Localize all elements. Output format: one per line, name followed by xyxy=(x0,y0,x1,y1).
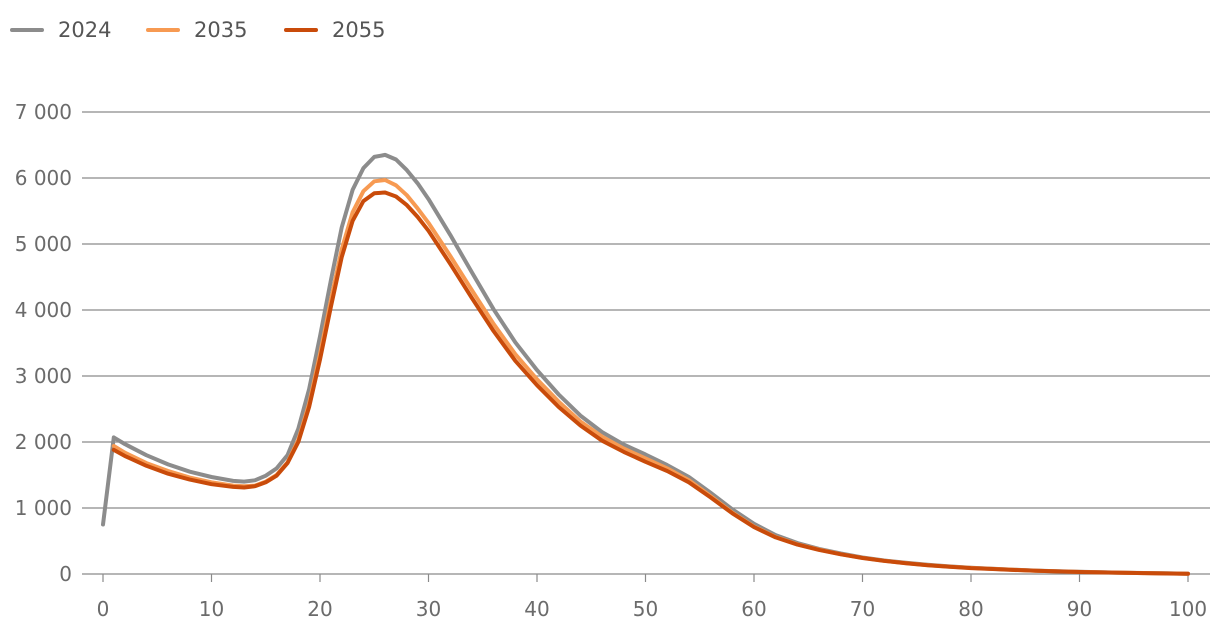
y-tick-label: 4 000 xyxy=(15,298,72,322)
legend-label-2024: 2024 xyxy=(58,18,111,42)
series-line-2024 xyxy=(101,152,1190,576)
y-tick-label: 7 000 xyxy=(15,100,72,124)
series-line-2055 xyxy=(111,190,1190,576)
y-tick-label: 0 xyxy=(59,562,72,586)
legend-label-2055: 2055 xyxy=(332,18,385,42)
x-tick-label: 10 xyxy=(199,597,224,621)
x-tick-label: 30 xyxy=(416,597,441,621)
series-layer xyxy=(101,152,1190,576)
x-tick-label: 20 xyxy=(307,597,332,621)
x-tick-label: 50 xyxy=(633,597,658,621)
x-tick-label: 0 xyxy=(97,597,110,621)
y-axis: 0 1 000 2 000 3 000 4 000 5 000 6 000 7 000 xyxy=(15,100,72,586)
x-tick-label: 80 xyxy=(958,597,983,621)
x-tick-label: 70 xyxy=(850,597,875,621)
series-line-2035 xyxy=(111,178,1190,576)
y-tick-label: 5 000 xyxy=(15,232,72,256)
legend: 2024 2035 2055 xyxy=(10,18,385,42)
x-tick-label: 100 xyxy=(1169,597,1207,621)
x-axis: 0 10 20 30 40 50 60 70 80 90 100 xyxy=(97,574,1207,621)
y-tick-label: 6 000 xyxy=(15,166,72,190)
x-tick-label: 60 xyxy=(741,597,766,621)
x-tick-label: 40 xyxy=(524,597,549,621)
y-tick-label: 3 000 xyxy=(15,364,72,388)
legend-label-2035: 2035 xyxy=(194,18,247,42)
y-tick-label: 2 000 xyxy=(15,430,72,454)
y-tick-label: 1 000 xyxy=(15,496,72,520)
gridlines xyxy=(82,111,1210,575)
x-tick-label: 90 xyxy=(1067,597,1092,621)
